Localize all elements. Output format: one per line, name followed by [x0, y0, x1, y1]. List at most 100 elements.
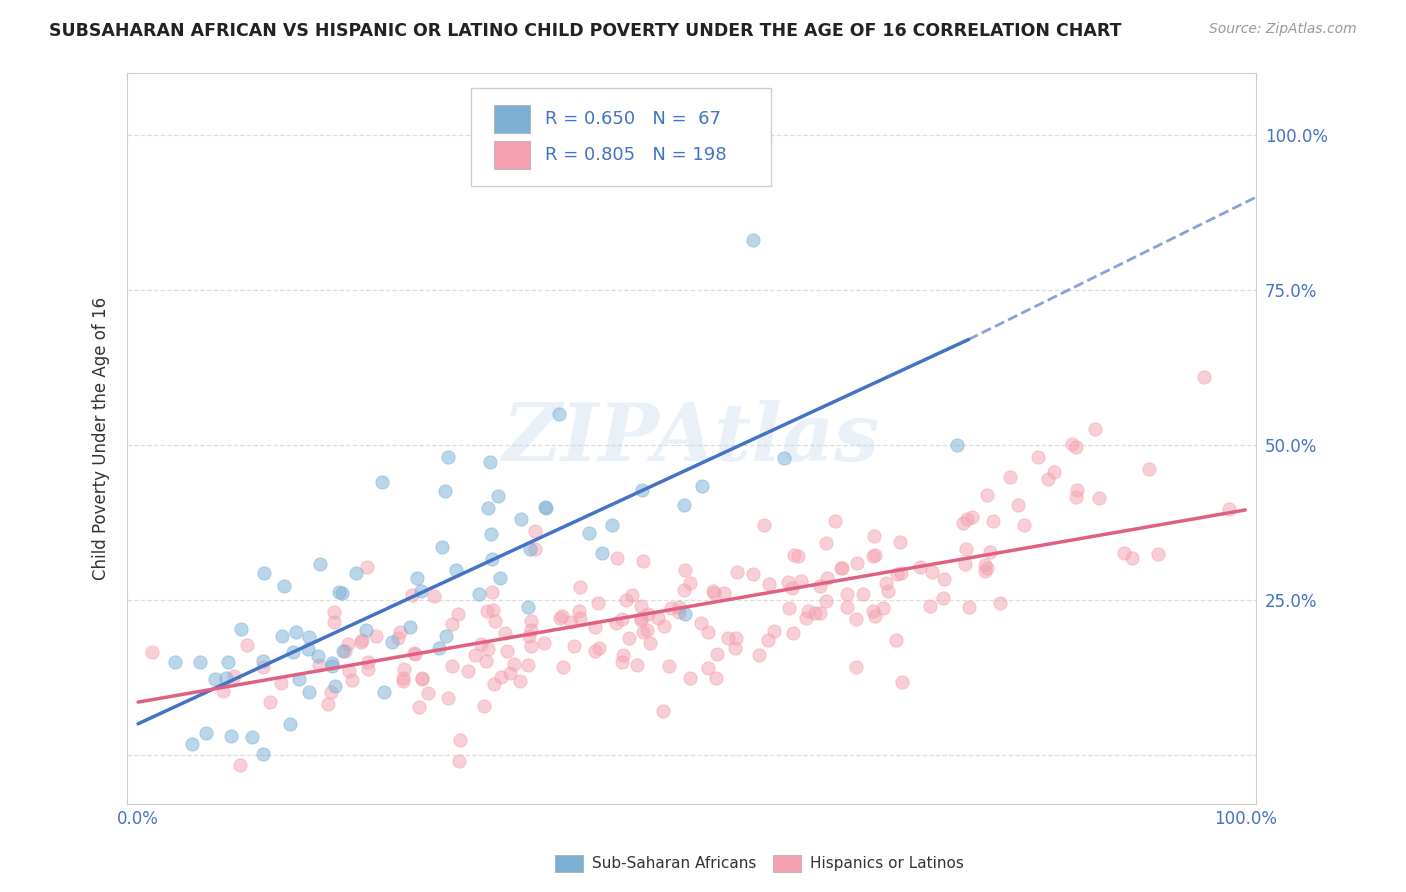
Point [422, 589, 444, 603]
Point [548, 611, 571, 625]
Point [658, 658, 681, 673]
Point [447, 754, 470, 768]
Point [668, 600, 690, 615]
Point [236, 638, 259, 652]
Point [436, 629, 458, 643]
Point [337, 664, 360, 678]
Point [831, 561, 853, 575]
Point [875, 576, 897, 591]
Text: Hispanics or Latinos: Hispanics or Latinos [810, 856, 963, 871]
Text: R = 0.805   N = 198: R = 0.805 N = 198 [546, 146, 727, 164]
Point [494, 626, 516, 640]
Point [796, 604, 818, 618]
Point [408, 700, 430, 714]
Point [569, 611, 592, 625]
Point [1088, 491, 1111, 505]
Point [638, 636, 661, 650]
Point [141, 645, 163, 659]
Point [387, 631, 409, 645]
Point [668, 605, 690, 619]
Point [533, 500, 555, 515]
Point [534, 500, 557, 515]
Point [569, 581, 592, 595]
Point [330, 586, 353, 600]
Text: R = 0.650   N =  67: R = 0.650 N = 67 [546, 110, 721, 128]
Point [217, 656, 239, 670]
Point [316, 698, 339, 712]
Point [437, 690, 460, 705]
Point [405, 571, 427, 585]
Point [863, 608, 886, 623]
Point [717, 631, 740, 645]
Point [1084, 422, 1107, 436]
Point [606, 551, 628, 566]
Point [516, 657, 538, 672]
Point [418, 686, 440, 700]
Point [713, 586, 735, 600]
Point [786, 549, 808, 563]
Point [756, 632, 779, 647]
Point [612, 648, 634, 662]
Point [533, 635, 555, 649]
Point [165, 655, 187, 669]
Point [758, 577, 780, 591]
Point [741, 233, 763, 247]
Point [697, 660, 720, 674]
Point [1137, 461, 1160, 475]
Text: Source: ZipAtlas.com: Source: ZipAtlas.com [1209, 22, 1357, 37]
Point [344, 566, 367, 581]
Point [748, 648, 770, 662]
Point [1060, 437, 1083, 451]
Point [976, 487, 998, 501]
Point [1218, 502, 1240, 516]
Point [503, 657, 526, 672]
Point [690, 478, 713, 492]
Point [790, 574, 813, 588]
Text: Sub-Saharan Africans: Sub-Saharan Africans [592, 856, 756, 871]
Point [704, 671, 727, 685]
Point [489, 670, 512, 684]
Point [281, 645, 304, 659]
Point [782, 626, 804, 640]
Point [284, 625, 307, 640]
Point [229, 622, 252, 636]
Point [350, 633, 373, 648]
Point [780, 581, 803, 595]
Point [808, 578, 831, 592]
Point [1112, 546, 1135, 560]
Point [307, 648, 329, 663]
Point [773, 450, 796, 465]
Point [517, 629, 540, 643]
Point [373, 685, 395, 699]
Point [520, 639, 543, 653]
Point [481, 585, 503, 599]
Point [298, 630, 321, 644]
Point [475, 654, 498, 668]
Point [404, 646, 426, 660]
Point [482, 603, 505, 617]
Point [610, 655, 633, 669]
Point [884, 632, 907, 647]
Point [560, 615, 582, 630]
Point [547, 407, 569, 421]
Point [783, 548, 806, 562]
Point [647, 611, 669, 625]
Point [620, 588, 643, 602]
Point [776, 574, 799, 589]
Point [724, 640, 747, 655]
Point [845, 612, 868, 626]
Point [427, 641, 450, 656]
Point [630, 611, 652, 625]
Point [271, 629, 294, 643]
Point [321, 658, 343, 673]
Point [259, 695, 281, 709]
Point [333, 644, 356, 658]
Point [932, 572, 955, 586]
Point [550, 609, 572, 624]
Point [519, 624, 541, 638]
Point [1064, 441, 1087, 455]
Point [479, 527, 502, 541]
Point [553, 660, 575, 674]
Point [509, 511, 531, 525]
Point [588, 641, 610, 656]
